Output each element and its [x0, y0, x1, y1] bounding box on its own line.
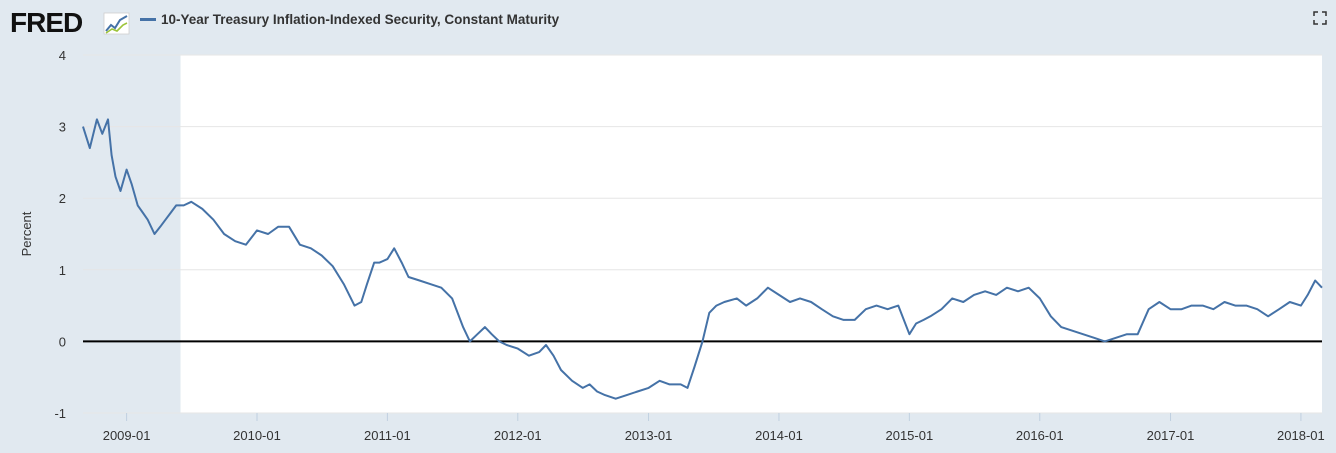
chart-header: FRED 10-Year Treasury Inflation-Indexed … — [0, 0, 1336, 42]
x-tick-label-2014-01: 2014-01 — [755, 428, 803, 443]
x-tick-label-2017-01: 2017-01 — [1147, 428, 1195, 443]
x-tick-label-2010-01: 2010-01 — [233, 428, 281, 443]
x-tick-label-2009-01: 2009-01 — [103, 428, 151, 443]
series-line-0 — [82, 118, 1323, 400]
plot-area — [83, 55, 1322, 413]
y-axis-label: Percent — [19, 211, 34, 256]
x-tick-label-2011-01: 2011-01 — [364, 428, 411, 443]
x-tick-label-2015-01: 2015-01 — [885, 428, 933, 443]
legend-series-swatch — [140, 18, 156, 21]
fred-logo[interactable]: FRED — [10, 7, 132, 37]
series-lines — [82, 118, 1323, 400]
y-tick-label--1: -1 — [54, 406, 66, 421]
y-tick-label-0: 0 — [59, 334, 66, 349]
x-tick-label-2018-01: 2018-01 — [1277, 428, 1325, 443]
legend-series-label: 10-Year Treasury Inflation-Indexed Secur… — [161, 12, 560, 27]
line-chart-icon — [103, 12, 130, 35]
y-axis-tick-labels: -1 0 1 2 3 4 — [54, 48, 66, 421]
recession-band-0 — [83, 55, 181, 413]
chart-legend[interactable]: 10-Year Treasury Inflation-Indexed Secur… — [140, 12, 559, 27]
x-tick-label-2012-01: 2012-01 — [494, 428, 542, 443]
fred-logo-text: FRED — [10, 7, 83, 37]
x-tick-label-2013-01: 2013-01 — [625, 428, 673, 443]
x-tick-label-2016-01: 2016-01 — [1016, 428, 1064, 443]
recession-shading — [83, 55, 181, 413]
fullscreen-expand-icon[interactable] — [1312, 10, 1328, 26]
x-axis-tick-labels: 2009-01 2010-01 2011-01 2012-01 2013-01 2014-… — [103, 413, 1325, 443]
y-tick-label-3: 3 — [59, 120, 66, 135]
y-tick-label-1: 1 — [59, 263, 66, 278]
y-tick-label-4: 4 — [59, 48, 66, 63]
y-tick-label-2: 2 — [59, 191, 66, 206]
